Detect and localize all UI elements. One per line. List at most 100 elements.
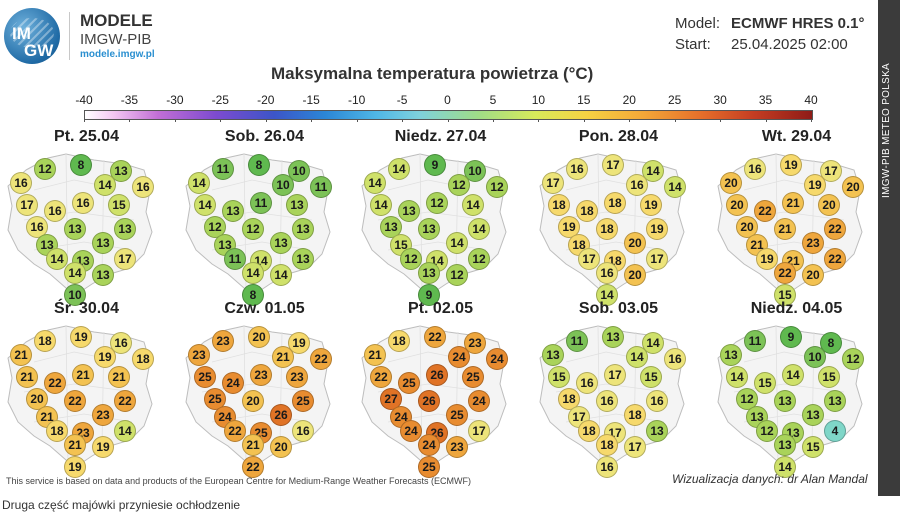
temperature-marker: 13 bbox=[774, 434, 796, 456]
temperature-marker: 11 bbox=[744, 330, 766, 352]
temperature-marker: 19 bbox=[288, 332, 310, 354]
temperature-marker: 17 bbox=[468, 420, 490, 442]
side-label: IMGW-PIB METEO POLSKA bbox=[881, 62, 892, 198]
scale-tick-mark bbox=[538, 118, 540, 122]
temperature-marker: 14 bbox=[114, 420, 136, 442]
temperature-marker: 16 bbox=[576, 372, 598, 394]
temperature-marker: 22 bbox=[310, 348, 332, 370]
day-forecast-map[interactable]: Sob. 26.04 11 8 10 14 10 11 14 13 11 13 12 12 13 13 11 1… bbox=[182, 128, 347, 306]
day-forecast-map[interactable]: Śr. 30.04 18 19 16 21 19 18 21 22 21 21 20 22 22 21 18 2… bbox=[4, 300, 169, 478]
temperature-marker: 24 bbox=[418, 434, 440, 456]
temperature-marker: 13 bbox=[286, 194, 308, 216]
temperature-marker: 19 bbox=[646, 218, 668, 240]
map-title: Maksymalna temperatura powietrza (°C) bbox=[271, 64, 594, 83]
scale-tick-mark bbox=[811, 118, 812, 122]
temperature-marker: 22 bbox=[224, 420, 246, 442]
temperature-marker: 8 bbox=[242, 284, 264, 306]
temperature-marker: 16 bbox=[566, 158, 588, 180]
temperature-marker: 19 bbox=[640, 194, 662, 216]
temperature-marker: 16 bbox=[292, 420, 314, 442]
scale-tick-mark bbox=[583, 118, 585, 122]
temperature-marker: 13 bbox=[114, 218, 136, 240]
temperature-marker: 14 bbox=[642, 160, 664, 182]
temperature-marker: 23 bbox=[446, 436, 468, 458]
temperature-marker: 10 bbox=[288, 160, 310, 182]
temperature-marker: 25 bbox=[446, 404, 468, 426]
temperature-marker: 15 bbox=[754, 372, 776, 394]
scale-tick-label: 25 bbox=[668, 93, 682, 107]
day-forecast-map[interactable]: Niedz. 27.04 14 9 10 14 12 12 14 13 12 14 13 13 14 15 1… bbox=[358, 128, 523, 306]
temperature-marker: 23 bbox=[92, 404, 114, 426]
temperature-marker: 22 bbox=[44, 372, 66, 394]
temperature-marker: 10 bbox=[64, 284, 86, 306]
temperature-marker: 17 bbox=[604, 364, 626, 386]
temperature-marker: 8 bbox=[820, 332, 842, 354]
day-forecast-map[interactable]: Pt. 25.04 12 8 13 16 14 16 17 16 16 15 16 13 13 13 14 13… bbox=[4, 128, 169, 306]
day-title: Niedz. 27.04 bbox=[394, 128, 487, 145]
temperature-marker: 13 bbox=[92, 264, 114, 286]
temperature-marker: 4 bbox=[824, 420, 846, 442]
day-forecast-map[interactable]: Sob. 03.05 11 13 14 13 14 16 15 16 17 15 18 16 16 17 18… bbox=[536, 300, 701, 478]
scale-tick-mark bbox=[447, 118, 449, 122]
scale-tick-mark bbox=[174, 118, 176, 122]
temperature-marker: 18 bbox=[596, 434, 618, 456]
temperature-marker: 14 bbox=[94, 174, 116, 196]
model-value: ECMWF HRES 0.1° bbox=[731, 15, 865, 32]
day-title: Sob. 26.04 bbox=[224, 128, 305, 145]
temperature-marker: 16 bbox=[10, 172, 32, 194]
temperature-marker: 8 bbox=[248, 154, 270, 176]
day-forecast-map[interactable]: Pt. 02.05 18 22 23 21 24 24 22 25 26 25 27 26 24 24 24 2… bbox=[358, 300, 523, 478]
day-title: Czw. 01.05 bbox=[224, 300, 305, 317]
temperature-marker: 14 bbox=[370, 194, 392, 216]
temperature-marker: 21 bbox=[108, 366, 130, 388]
scale-tick-label: -15 bbox=[302, 93, 320, 107]
side-label-strip: IMGW-PIB METEO POLSKA bbox=[878, 0, 900, 496]
province-borders bbox=[555, 325, 667, 463]
temperature-marker: 23 bbox=[188, 344, 210, 366]
temperature-marker: 13 bbox=[222, 200, 244, 222]
day-forecast-map[interactable]: Wt. 29.04 16 19 17 20 19 20 20 22 21 20 20 21 22 21 19 2… bbox=[714, 128, 879, 306]
scale-tick-label: 0 bbox=[444, 93, 451, 107]
temperature-marker: 19 bbox=[64, 456, 86, 478]
temperature-marker: 22 bbox=[64, 390, 86, 412]
temperature-marker: 26 bbox=[418, 390, 440, 412]
scale-tick-label: 30 bbox=[713, 93, 727, 107]
day-forecast-map[interactable]: Czw. 01.05 23 20 19 23 21 22 25 24 23 23 25 20 25 24 22… bbox=[182, 300, 347, 478]
temperature-marker: 10 bbox=[272, 174, 294, 196]
scale-tick-label: -10 bbox=[347, 93, 366, 107]
temperature-marker: 22 bbox=[114, 390, 136, 412]
temperature-marker: 16 bbox=[596, 456, 618, 478]
brand-url[interactable]: modele.imgw.pl bbox=[80, 49, 155, 60]
temperature-marker: 13 bbox=[418, 262, 440, 284]
temperature-marker: 23 bbox=[250, 364, 272, 386]
logo-text-top: IM bbox=[12, 24, 31, 43]
scale-tick-mark bbox=[765, 118, 767, 122]
temperature-marker: 24 bbox=[400, 420, 422, 442]
scale-tick-label: 10 bbox=[531, 93, 546, 107]
scale-tick-mark bbox=[220, 118, 222, 122]
province-borders bbox=[201, 153, 313, 291]
province-borders bbox=[377, 153, 489, 291]
temperature-marker: 14 bbox=[642, 332, 664, 354]
temperature-marker: 18 bbox=[46, 420, 68, 442]
temperature-marker: 27 bbox=[380, 388, 402, 410]
temperature-marker: 13 bbox=[398, 200, 420, 222]
temperature-marker: 13 bbox=[380, 216, 402, 238]
temperature-marker: 18 bbox=[388, 330, 410, 352]
temperature-marker: 19 bbox=[558, 216, 580, 238]
temperature-marker: 11 bbox=[212, 158, 234, 180]
scale-tick-mark bbox=[311, 118, 313, 122]
day-forecast-map[interactable]: Pon. 28.04 16 17 14 17 16 14 18 18 18 19 19 18 19 18 17… bbox=[536, 128, 701, 306]
temperature-marker: 22 bbox=[370, 366, 392, 388]
day-forecast-map[interactable]: Niedz. 04.05 11 9 8 13 10 12 14 15 14 15 12 13 13 13 12… bbox=[714, 300, 879, 478]
day-title: Pt. 02.05 bbox=[408, 300, 473, 317]
temperature-marker: 14 bbox=[270, 264, 292, 286]
temperature-marker: 15 bbox=[802, 436, 824, 458]
temperature-marker: 21 bbox=[16, 366, 38, 388]
temperature-marker: 13 bbox=[110, 160, 132, 182]
day-title: Wt. 29.04 bbox=[761, 128, 832, 145]
temperature-marker: 14 bbox=[726, 366, 748, 388]
province-borders bbox=[23, 325, 135, 463]
province-borders bbox=[23, 153, 135, 291]
day-title: Niedz. 04.05 bbox=[750, 300, 843, 317]
